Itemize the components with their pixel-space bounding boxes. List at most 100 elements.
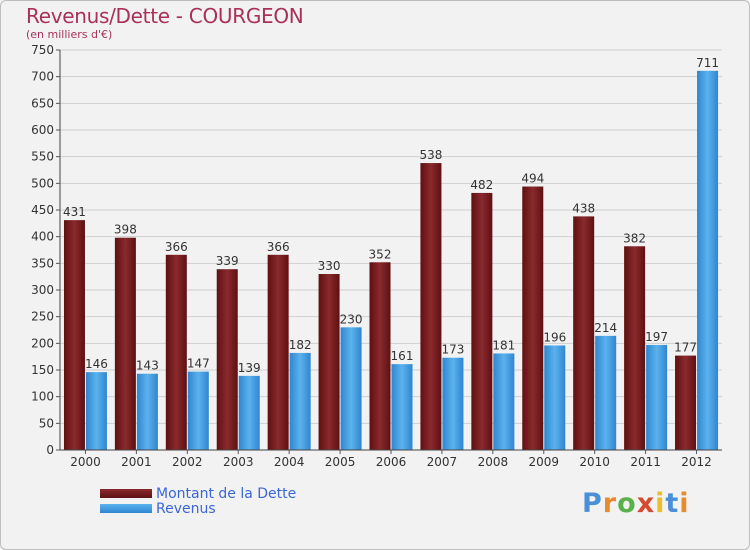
data-label-revenus: 146 bbox=[85, 357, 108, 371]
bar-revenus bbox=[187, 371, 209, 450]
y-tick-label: 0 bbox=[46, 443, 54, 457]
bar-revenus bbox=[544, 345, 566, 450]
bar-dette bbox=[165, 254, 187, 450]
x-tick-label: 2007 bbox=[427, 455, 458, 469]
data-label-revenus: 181 bbox=[492, 338, 515, 352]
data-label-dette: 366 bbox=[267, 240, 290, 254]
y-tick-label: 650 bbox=[31, 96, 54, 110]
data-label-revenus: 214 bbox=[594, 321, 617, 335]
x-tick-label: 2003 bbox=[223, 455, 254, 469]
y-tick-label: 400 bbox=[31, 230, 54, 244]
legend-label-debt: Montant de la Dette bbox=[156, 485, 297, 502]
data-label-revenus: 711 bbox=[696, 56, 719, 70]
x-tick-label: 2008 bbox=[478, 455, 509, 469]
chart-title: Revenus/Dette - COURGEON bbox=[26, 4, 304, 28]
y-tick-label: 550 bbox=[31, 150, 54, 164]
bar-dette bbox=[114, 237, 136, 450]
y-tick-label: 500 bbox=[31, 176, 54, 190]
logo-letter: t bbox=[665, 488, 680, 519]
axes bbox=[59, 50, 722, 451]
bar-revenus bbox=[289, 352, 311, 450]
data-label-dette: 482 bbox=[470, 178, 493, 192]
data-label-dette: 339 bbox=[216, 254, 239, 268]
proxiti-logo: Proxiti bbox=[582, 488, 690, 519]
data-label-dette: 330 bbox=[318, 259, 341, 273]
bar-revenus bbox=[391, 364, 413, 450]
bar-revenus bbox=[442, 357, 464, 450]
bar-dette bbox=[624, 246, 646, 450]
data-label-dette: 177 bbox=[674, 341, 697, 355]
legend-swatch-revenus bbox=[100, 504, 152, 513]
data-label-dette: 494 bbox=[521, 172, 544, 186]
x-tick-label: 2011 bbox=[630, 455, 661, 469]
data-label-revenus: 143 bbox=[136, 359, 159, 373]
y-tick-label: 600 bbox=[31, 123, 54, 137]
data-label-revenus: 173 bbox=[441, 343, 464, 357]
bars: 431 146 398 143 366 147 339 139 366 182 330 230 352 1… bbox=[63, 56, 719, 451]
x-tick-label: 2010 bbox=[579, 455, 610, 469]
x-tick-label: 2002 bbox=[172, 455, 203, 469]
bar-revenus bbox=[493, 353, 515, 450]
y-tick-label: 300 bbox=[31, 283, 54, 297]
bar-revenus bbox=[646, 344, 668, 450]
x-tick-label: 2012 bbox=[681, 455, 712, 469]
y-tick-label: 250 bbox=[31, 310, 54, 324]
logo-letter: r bbox=[602, 488, 618, 519]
x-tick-label: 2005 bbox=[325, 455, 356, 469]
y-tick-label: 700 bbox=[31, 70, 54, 84]
bar-dette bbox=[471, 192, 493, 450]
bar-dette bbox=[63, 220, 85, 450]
data-label-revenus: 139 bbox=[238, 361, 261, 375]
data-label-revenus: 196 bbox=[543, 330, 566, 344]
logo-letter: i bbox=[679, 488, 690, 519]
bar-dette bbox=[420, 163, 442, 451]
x-axis-ticks: 2000 2001 2002 2003 2004 2005 2006 2007 2008 2009… bbox=[70, 450, 712, 469]
data-label-revenus: 182 bbox=[289, 338, 312, 352]
legend: Montant de la Dette Revenus bbox=[100, 485, 297, 517]
bar-revenus bbox=[340, 327, 362, 450]
bar-dette bbox=[522, 186, 544, 451]
bar-revenus bbox=[136, 373, 158, 450]
logo-letter: o bbox=[617, 488, 637, 519]
x-tick-label: 2001 bbox=[121, 455, 152, 469]
legend-label-revenus: Revenus bbox=[156, 500, 216, 517]
y-tick-label: 200 bbox=[31, 336, 54, 350]
legend-item-debt: Montant de la Dette bbox=[100, 485, 297, 502]
bar-dette bbox=[369, 262, 391, 450]
y-tick-label: 350 bbox=[31, 256, 54, 270]
x-tick-label: 2006 bbox=[376, 455, 407, 469]
data-label-revenus: 147 bbox=[187, 357, 210, 371]
data-label-dette: 352 bbox=[369, 247, 392, 261]
data-label-dette: 431 bbox=[63, 205, 86, 219]
y-axis-ticks: 0 50 100 150 200 250 300 350 400 450 500 550 600 650 7… bbox=[31, 43, 60, 457]
y-tick-label: 750 bbox=[31, 43, 54, 57]
y-tick-label: 150 bbox=[31, 363, 54, 377]
bar-revenus bbox=[697, 70, 719, 451]
bar-dette bbox=[318, 274, 340, 450]
logo-letter: x bbox=[636, 488, 656, 519]
bar-dette bbox=[573, 216, 595, 450]
data-label-revenus: 161 bbox=[391, 349, 414, 363]
x-tick-label: 2004 bbox=[274, 455, 305, 469]
y-tick-label: 50 bbox=[39, 416, 54, 430]
logo-letter: i bbox=[655, 488, 666, 519]
data-label-revenus: 197 bbox=[645, 330, 668, 344]
bar-dette bbox=[675, 355, 697, 450]
bar-dette bbox=[267, 254, 289, 450]
bar-dette bbox=[216, 269, 238, 450]
x-tick-label: 2009 bbox=[528, 455, 559, 469]
logo-letter: P bbox=[582, 488, 603, 519]
data-label-revenus: 230 bbox=[340, 312, 363, 326]
legend-item-revenus: Revenus bbox=[100, 500, 296, 517]
y-tick-label: 100 bbox=[31, 390, 54, 404]
data-label-dette: 366 bbox=[165, 240, 188, 254]
chart-subtitle: (en milliers d'€) bbox=[26, 28, 113, 41]
x-tick-label: 2000 bbox=[70, 455, 101, 469]
bar-revenus bbox=[595, 335, 617, 450]
bar-revenus bbox=[238, 375, 260, 450]
bar-revenus bbox=[85, 372, 107, 450]
data-label-dette: 538 bbox=[419, 148, 442, 162]
legend-swatch-debt bbox=[100, 489, 152, 498]
data-label-dette: 382 bbox=[623, 231, 646, 245]
